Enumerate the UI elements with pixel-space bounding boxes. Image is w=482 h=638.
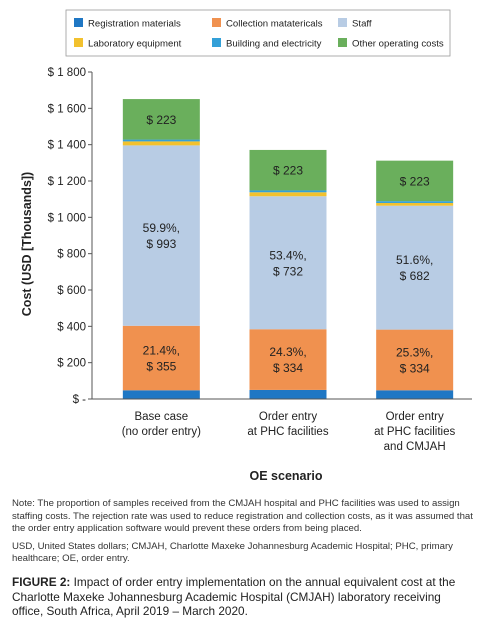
bar-segment bbox=[249, 149, 327, 191]
x-axis: Base case (no order entry) Order entry at P… bbox=[92, 398, 472, 453]
caption-text: Impact of order entry implementation on … bbox=[12, 574, 456, 619]
y-tick-label: $ 400 bbox=[57, 321, 86, 333]
bar-segment bbox=[249, 389, 327, 399]
legend-box bbox=[65, 9, 451, 57]
x-category-label: Order entry bbox=[386, 411, 444, 423]
bar-segment bbox=[122, 390, 200, 399]
figure-notes: Note: The proportion of samples received… bbox=[12, 498, 474, 619]
x-category-label: Order entry bbox=[259, 411, 317, 423]
bar-segment bbox=[122, 139, 200, 142]
y-tick-label: $ 600 bbox=[57, 285, 86, 297]
legend-label: Other operating costs bbox=[352, 39, 444, 50]
x-category-label: Base case bbox=[134, 411, 188, 423]
y-tick-label: $ 1 200 bbox=[48, 176, 86, 188]
caption-label: FIGURE 2: bbox=[12, 574, 71, 589]
y-tick-label: $ 1 400 bbox=[48, 140, 86, 152]
legend-swatch bbox=[212, 18, 221, 27]
bar-segment bbox=[376, 329, 454, 391]
x-category-label: at PHC facilities bbox=[247, 426, 328, 438]
y-axis-title: Cost (USD [Thousands]) bbox=[20, 172, 34, 316]
data-label: 25.3%, bbox=[396, 345, 433, 359]
figure-caption: FIGURE 2: Impact of order entry implemen… bbox=[12, 575, 474, 619]
y-tick-label: $ 1 800 bbox=[48, 67, 86, 79]
data-label: $ 682 bbox=[400, 269, 430, 283]
data-label: $ 993 bbox=[146, 237, 176, 251]
data-labels: 21.4%, $ 355 59.9%, $ 993 $ 223 24.3%, $ 334 53… bbox=[143, 113, 434, 376]
legend-label: Collection matatericals bbox=[226, 19, 323, 30]
data-label: $ 223 bbox=[146, 113, 176, 127]
y-tick-label: $ 800 bbox=[57, 249, 86, 261]
x-axis-title: OE scenario bbox=[250, 469, 323, 483]
bar-segment bbox=[376, 390, 454, 399]
legend-label: Laboratory equipment bbox=[88, 39, 182, 50]
legend: Registration materials Collection matater… bbox=[65, 9, 451, 57]
bar-segment bbox=[376, 202, 454, 206]
bar-segment bbox=[249, 196, 327, 330]
abbreviations-text: USD, United States dollars; CMJAH, Charl… bbox=[12, 540, 453, 565]
x-category-label: and CMJAH bbox=[384, 441, 446, 453]
y-tick-label: $ - bbox=[73, 394, 87, 406]
legend-swatch bbox=[74, 38, 83, 47]
y-tick-label: $ 1 000 bbox=[48, 212, 86, 224]
data-label: $ 334 bbox=[400, 361, 430, 375]
y-tick-label: $ 200 bbox=[57, 358, 86, 370]
data-label: $ 334 bbox=[273, 361, 303, 375]
bar-segment bbox=[122, 141, 200, 146]
bar-segment bbox=[249, 329, 327, 390]
legend-label: Staff bbox=[352, 19, 372, 30]
legend-swatch bbox=[212, 38, 221, 47]
legend-swatch bbox=[74, 18, 83, 27]
data-label: 24.3%, bbox=[269, 345, 306, 359]
data-label: 59.9%, bbox=[143, 221, 180, 235]
x-category-label: (no order entry) bbox=[122, 426, 201, 438]
legend-swatch bbox=[338, 38, 347, 47]
bar-segment bbox=[249, 192, 327, 197]
data-label: $ 223 bbox=[400, 174, 430, 188]
bar-segment bbox=[249, 190, 327, 193]
data-label: 51.6%, bbox=[396, 253, 433, 267]
data-label: 53.4%, bbox=[269, 248, 306, 262]
legend-label: Registration materials bbox=[88, 19, 181, 30]
bar-segment bbox=[376, 201, 454, 203]
bar-segment bbox=[122, 145, 200, 326]
bar-segment bbox=[376, 160, 454, 202]
data-label: $ 355 bbox=[146, 360, 176, 374]
y-tick-label: $ 1 600 bbox=[48, 103, 86, 115]
legend-swatch bbox=[338, 18, 347, 27]
legend-label: Building and electricity bbox=[226, 39, 322, 50]
data-label: $ 732 bbox=[273, 264, 303, 278]
data-label: $ 223 bbox=[273, 164, 303, 178]
x-category-label: at PHC facilities bbox=[374, 426, 455, 438]
y-axis: $ - $ 200 $ 400 $ 600 $ 800 $ 1 000 $ 1 200 $ 1… bbox=[48, 67, 93, 406]
note-text: Note: The proportion of samples received… bbox=[12, 498, 473, 535]
bar-segment bbox=[122, 325, 200, 391]
bar-segment bbox=[376, 205, 454, 330]
bar-segment bbox=[122, 99, 200, 140]
stacked-bar-chart: Registration materials Collection matater… bbox=[20, 9, 472, 483]
data-label: 21.4%, bbox=[143, 344, 180, 358]
bars bbox=[122, 99, 454, 399]
